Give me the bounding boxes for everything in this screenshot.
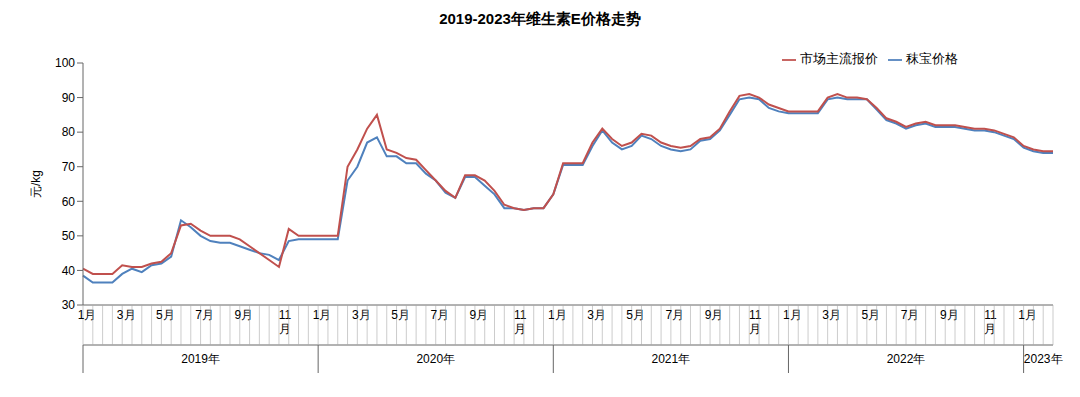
svg-text:元/kg: 元/kg <box>29 170 43 198</box>
svg-text:2023年: 2023年 <box>1024 352 1063 366</box>
html-text:秣宝价格: 秣宝价格 <box>906 51 958 66</box>
svg-text:7月: 7月 <box>666 308 685 322</box>
svg-text:2021年: 2021年 <box>652 352 691 366</box>
svg-text:80: 80 <box>62 125 76 139</box>
svg-text:11月: 11月 <box>984 308 997 336</box>
svg-text:3月: 3月 <box>587 308 606 322</box>
svg-text:100: 100 <box>55 56 75 70</box>
svg-text:11月: 11月 <box>514 308 527 336</box>
svg-text:1月: 1月 <box>78 308 97 322</box>
svg-text:2022年: 2022年 <box>887 352 926 366</box>
svg-text:3月: 3月 <box>352 308 371 322</box>
svg-text:7月: 7月 <box>901 308 920 322</box>
svg-text:5月: 5月 <box>861 308 880 322</box>
svg-text:3月: 3月 <box>822 308 841 322</box>
svg-text:7月: 7月 <box>195 308 214 322</box>
svg-text:1月: 1月 <box>548 308 567 322</box>
svg-text:1月: 1月 <box>313 308 332 322</box>
svg-text:7月: 7月 <box>430 308 449 322</box>
svg-text:1月: 1月 <box>783 308 802 322</box>
svg-text:40: 40 <box>62 264 76 278</box>
html-text:2019-2023年维生素E价格走势: 2019-2023年维生素E价格走势 <box>439 10 641 27</box>
svg-text:2020年: 2020年 <box>416 352 455 366</box>
svg-text:5月: 5月 <box>391 308 410 322</box>
svg-text:60: 60 <box>62 195 76 209</box>
svg-text:50: 50 <box>62 229 76 243</box>
svg-text:70: 70 <box>62 160 76 174</box>
svg-text:9月: 9月 <box>470 308 489 322</box>
svg-text:2019年: 2019年 <box>181 352 220 366</box>
svg-text:90: 90 <box>62 91 76 105</box>
svg-text:11月: 11月 <box>749 308 762 336</box>
html-text:市场主流报价: 市场主流报价 <box>800 51 878 66</box>
svg-text:5月: 5月 <box>156 308 175 322</box>
svg-text:1月: 1月 <box>1018 308 1037 322</box>
svg-text:11月: 11月 <box>279 308 292 336</box>
svg-text:9月: 9月 <box>705 308 724 322</box>
svg-text:9月: 9月 <box>234 308 253 322</box>
svg-text:9月: 9月 <box>940 308 959 322</box>
svg-text:3月: 3月 <box>117 308 136 322</box>
svg-text:5月: 5月 <box>626 308 645 322</box>
svg-text:30: 30 <box>62 298 76 312</box>
